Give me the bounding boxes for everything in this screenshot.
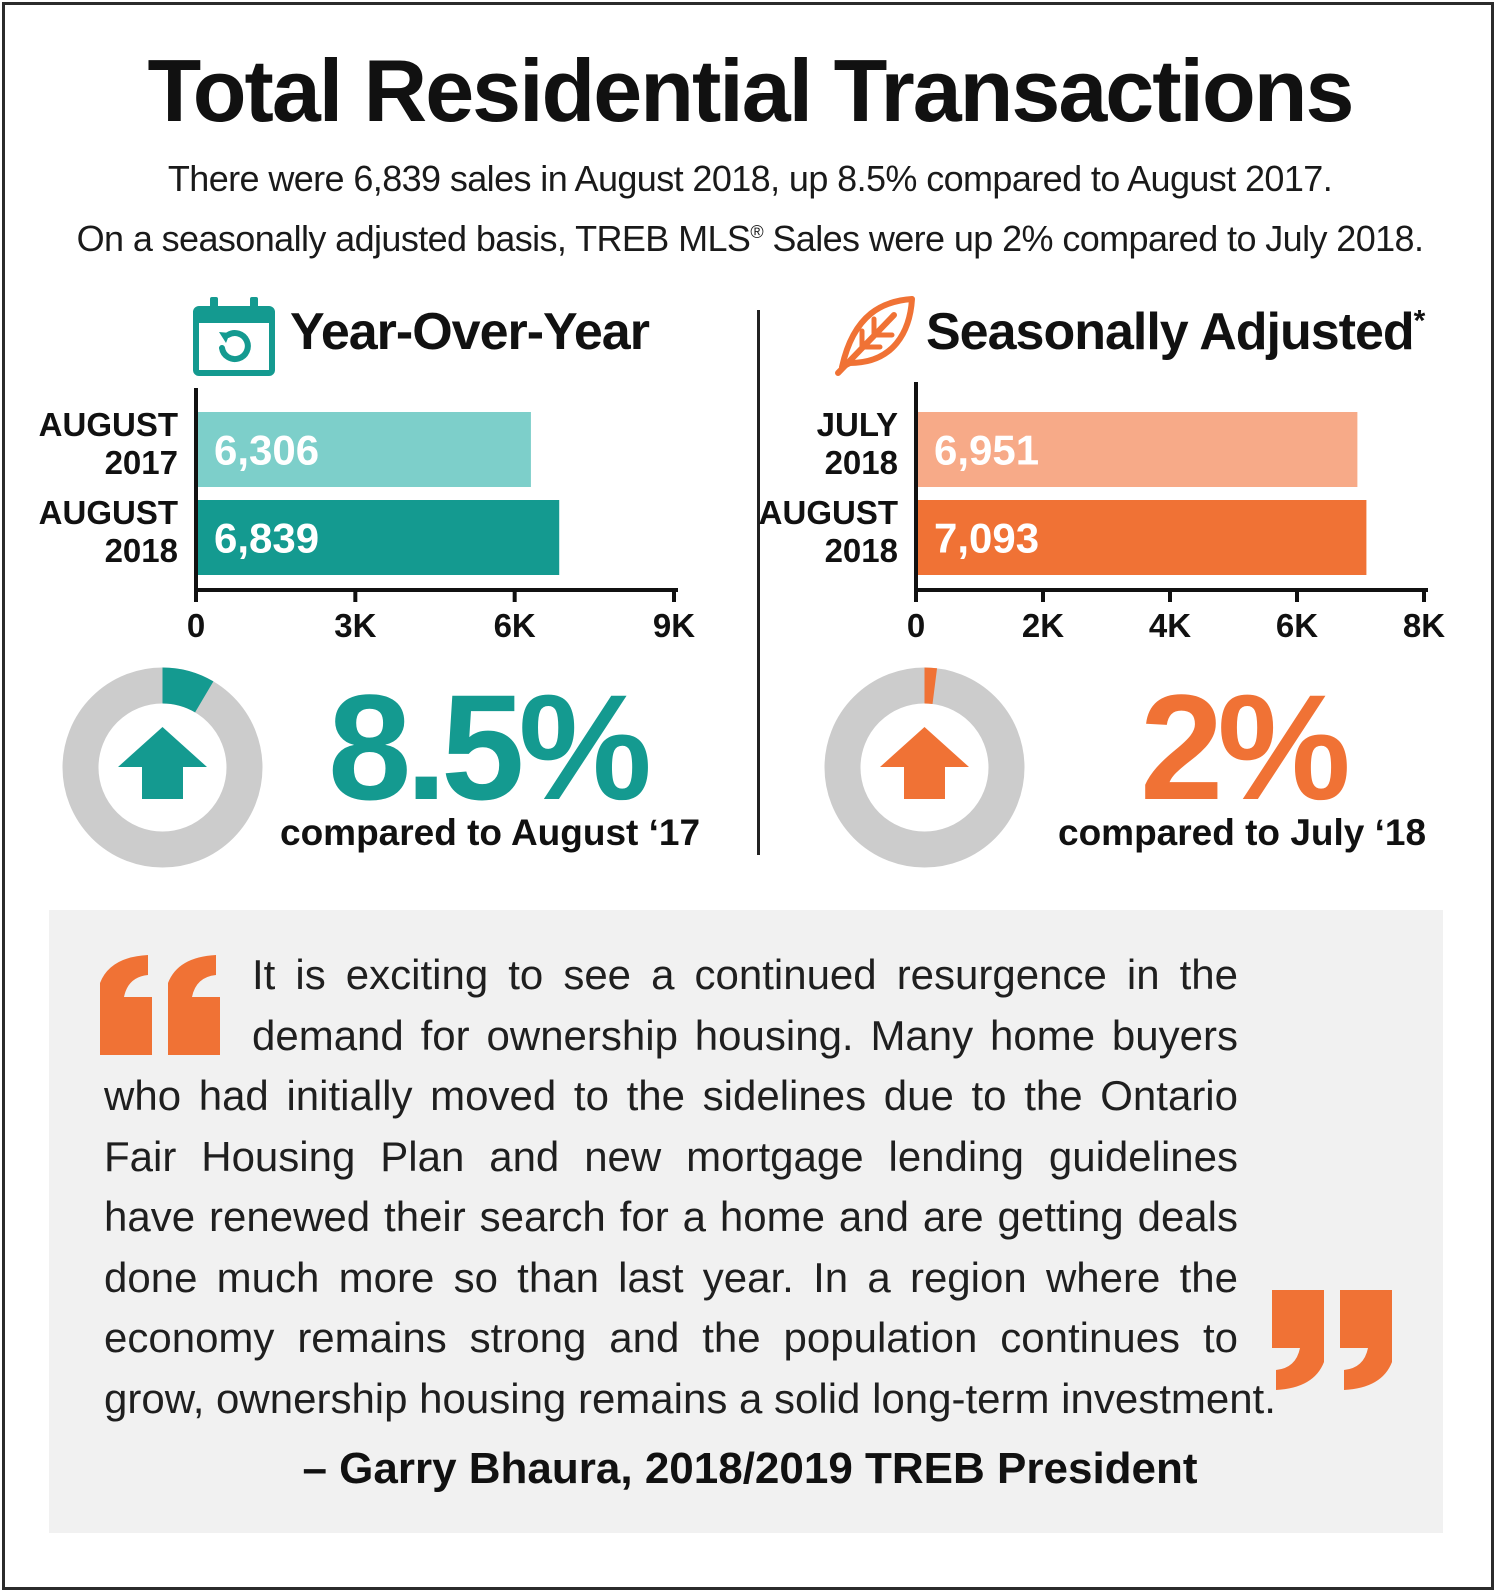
registered-mark: ®	[750, 222, 763, 242]
sa-percent: 2%	[1140, 663, 1351, 831]
sa-bar-1	[918, 412, 1358, 487]
yoy-bar-2	[198, 500, 560, 575]
yoy-category-label-1-1: AUGUST	[39, 406, 178, 443]
sa-heading-text: Seasonally Adjusted	[926, 303, 1415, 361]
quote-box	[49, 910, 1443, 1533]
summary-line-1: There were 6,839 sales in August 2018, u…	[167, 158, 1333, 199]
yoy-x-tick-label-2: 3K	[334, 607, 376, 644]
sa-heading: Seasonally Adjusted*	[926, 302, 1426, 362]
arrow-up-icon	[118, 727, 207, 799]
close-quote-icon	[1272, 1290, 1392, 1390]
sa-value-label-2: 7,093	[934, 515, 1039, 562]
open-quote-icon	[100, 955, 220, 1055]
sa-category-label-1-1: JULY	[817, 406, 898, 443]
yoy-x-tick-label-3: 6K	[494, 607, 536, 644]
asterisk-mark: *	[1413, 304, 1426, 338]
sa-bar-2	[918, 500, 1367, 575]
quote-author: – Garry Bhaura, 2018/2019 TREB President	[302, 1444, 1198, 1493]
yoy-x-tick-label-4: 9K	[653, 607, 695, 644]
yoy-category-label-2-1: AUGUST	[39, 494, 178, 531]
arrow-up-icon	[880, 727, 969, 799]
sa-ring-arc	[924, 667, 938, 705]
sa-category-label-2-2: 2018	[825, 532, 898, 569]
sa-x-tick-label-1: 0	[907, 607, 925, 644]
sa-category-label-1-2: 2018	[825, 444, 898, 481]
sa-progress-ring	[824, 667, 1025, 868]
leaf-icon	[835, 296, 915, 376]
yoy-percent: 8.5%	[328, 663, 652, 831]
summary-line-2-start: On a seasonally adjusted basis, TREB MLS	[76, 218, 751, 259]
sa-x-tick-label-4: 6K	[1276, 607, 1318, 644]
summary-line-2-end: Sales were up 2% compared to July 2018.	[762, 218, 1424, 259]
sa-category-label-2-1: AUGUST	[759, 494, 898, 531]
sa-value-label-1: 6,951	[934, 427, 1039, 474]
sa-x-tick-label-3: 4K	[1149, 607, 1191, 644]
sa-x-tick-label-2: 2K	[1022, 607, 1064, 644]
sa-x-tick-label-5: 8K	[1403, 607, 1445, 644]
yoy-compare-label: compared to August ‘17	[280, 812, 701, 853]
yoy-value-label-2: 6,839	[214, 515, 319, 562]
calendar-refresh-icon	[193, 297, 275, 376]
yoy-value-label-1: 6,306	[214, 427, 319, 474]
yoy-bar-1	[198, 412, 531, 487]
quote-text: It is exciting to see a continued resurg…	[104, 945, 1388, 1429]
yoy-ring-arc	[161, 667, 214, 713]
quote-body: It is exciting to see a continued resurg…	[104, 951, 1276, 1422]
yoy-heading: Year-Over-Year	[290, 303, 650, 361]
yoy-x-tick-label-1: 0	[187, 607, 205, 644]
sa-compare-label: compared to July ‘18	[1058, 812, 1427, 853]
yoy-category-label-2-2: 2018	[105, 532, 178, 569]
section-divider	[757, 310, 760, 855]
yoy-category-label-1-2: 2017	[105, 444, 178, 481]
summary-line-2: On a seasonally adjusted basis, TREB MLS…	[0, 218, 1500, 260]
yoy-progress-ring	[62, 667, 263, 868]
page-title: Total Residential Transactions	[147, 41, 1355, 140]
